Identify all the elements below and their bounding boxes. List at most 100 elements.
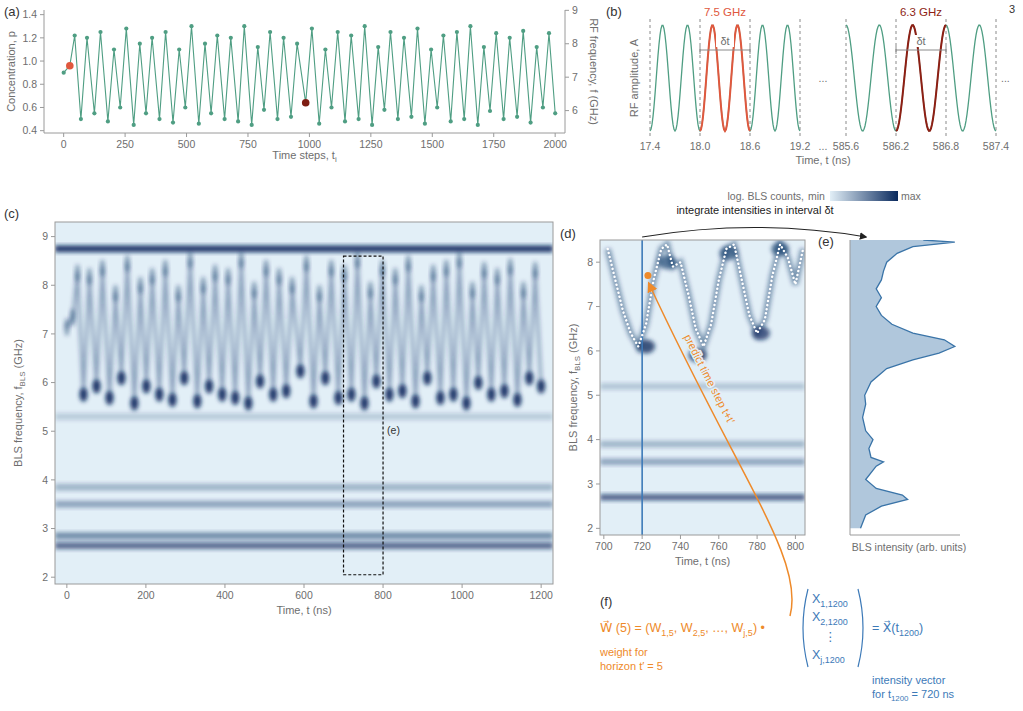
intensity-spot <box>457 251 462 269</box>
point <box>150 36 154 40</box>
tick-line <box>700 19 701 137</box>
point <box>468 24 472 28</box>
point <box>388 30 392 34</box>
text-part: j,1200 <box>819 655 845 665</box>
point <box>529 121 533 125</box>
intensity-spot <box>317 285 322 303</box>
tick <box>51 431 55 432</box>
intensity-spot <box>419 285 424 303</box>
intensity-spot <box>487 388 495 402</box>
heatmap-c <box>55 222 553 584</box>
tick <box>565 77 569 78</box>
rf-wave-interval <box>896 25 946 131</box>
vector-entry: ⋮ <box>824 630 837 644</box>
point <box>553 111 557 115</box>
intensity-spot <box>201 276 206 294</box>
tick <box>432 133 433 137</box>
tick-label: 5 <box>42 425 48 437</box>
band <box>55 413 553 420</box>
trace-intensity <box>608 244 803 346</box>
tick <box>51 285 55 286</box>
tick <box>596 528 600 529</box>
intensity-spot <box>406 254 411 272</box>
vector-entry: X2,1200 <box>812 610 848 627</box>
ellipsis: ... <box>819 140 828 152</box>
ellipsis: ... <box>819 72 828 84</box>
point <box>215 33 219 37</box>
intensity-spot <box>304 254 309 272</box>
band <box>600 383 805 389</box>
tick-label: 780 <box>748 540 766 552</box>
frequency-label: 7.5 GHz <box>704 6 746 18</box>
intensity-spot <box>130 397 138 411</box>
axis-line <box>850 535 960 536</box>
point <box>515 115 519 119</box>
tick <box>383 584 384 588</box>
tick <box>51 382 55 383</box>
highlight-point <box>66 62 74 70</box>
text-part: 1200 <box>899 628 919 638</box>
rf-wave <box>846 25 996 131</box>
intensity-spot <box>398 384 406 398</box>
intensity-spot <box>239 251 244 269</box>
point <box>429 47 433 51</box>
tick-line <box>996 19 997 137</box>
point <box>329 105 333 109</box>
point <box>138 42 142 46</box>
intensity-spot <box>537 380 545 394</box>
tick <box>757 535 758 539</box>
point <box>396 117 400 121</box>
text-part: = X⃗(t <box>872 620 899 635</box>
tick <box>51 479 55 480</box>
intensity-spot <box>412 395 420 409</box>
point <box>547 31 551 35</box>
tick-label: 0 <box>61 138 67 150</box>
tick-label: 4 <box>587 433 593 445</box>
heatmap-ground <box>600 240 805 535</box>
tick <box>40 130 44 131</box>
text-part: W <box>681 621 693 635</box>
intensity-spot <box>188 251 193 269</box>
tick-label: 7 <box>42 328 48 340</box>
weight-row: W⃗ (5) = (W1,5, W2,5, …, Wj,5) • <box>600 620 765 638</box>
point <box>262 108 266 112</box>
tick-label: 8 <box>587 256 593 268</box>
colorbar <box>830 191 898 201</box>
point <box>189 24 193 28</box>
intensity-spot <box>176 285 181 303</box>
tick <box>247 133 248 137</box>
tick-label: 700 <box>595 540 613 552</box>
text-part: W <box>732 621 744 635</box>
tick <box>462 584 463 588</box>
point <box>268 30 272 34</box>
tick-label: 5 <box>587 389 593 401</box>
tick-label: 9 <box>42 230 48 242</box>
point <box>423 122 427 126</box>
point <box>85 36 89 40</box>
tick-label: 800 <box>374 589 392 601</box>
tick-label: 600 <box>295 589 313 601</box>
point <box>282 36 286 40</box>
tick-label: 6 <box>572 104 578 116</box>
text-part: i <box>335 155 337 164</box>
tick-label: 750 <box>239 138 257 150</box>
tick-label: 400 <box>216 589 234 601</box>
intensity-spot <box>533 261 538 279</box>
tick <box>596 439 600 440</box>
axis-line <box>565 10 566 133</box>
intensity-spot <box>87 268 92 286</box>
intensity-spot <box>106 391 114 405</box>
point <box>402 36 406 40</box>
point <box>349 33 353 37</box>
intensity-spot <box>361 397 369 411</box>
annotation: predict time step t+t′ <box>682 332 737 425</box>
point <box>502 117 506 121</box>
point <box>144 111 148 115</box>
highlight-point <box>302 99 310 107</box>
intensity-spot <box>100 259 105 277</box>
tick <box>40 14 44 15</box>
axis-title: BLS intensity (arb. units) <box>852 541 966 553</box>
panel-letter: (e) <box>818 234 834 249</box>
point <box>106 119 110 123</box>
tick-label: 200 <box>137 589 155 601</box>
